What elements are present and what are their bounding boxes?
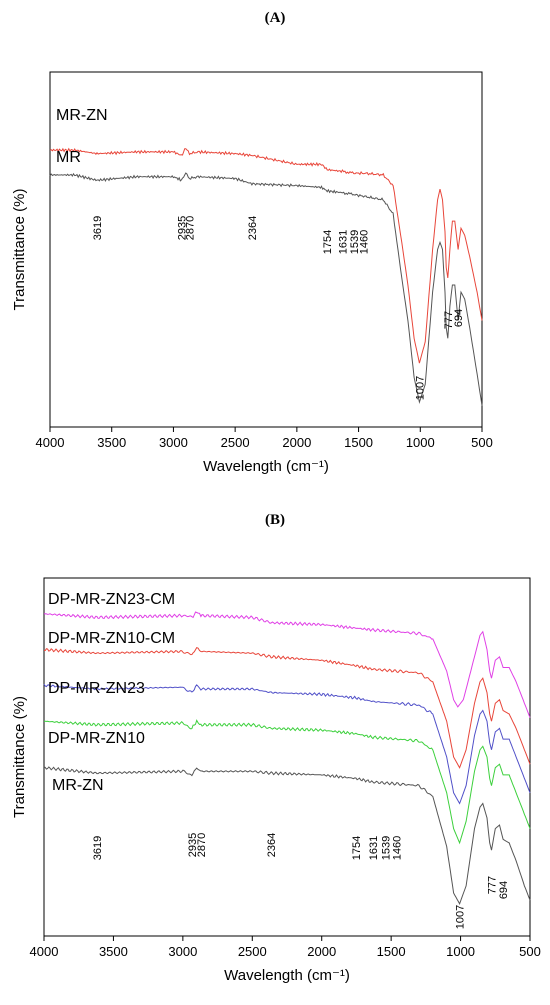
y-axis-label: Transmittance (%) — [11, 189, 28, 311]
chart-b: 4000 3500 3000 2500 2000 1500 1000 500 Wavelengt… — [11, 577, 541, 984]
series-line — [43, 766, 531, 906]
peak-annotation: 1754 — [322, 230, 334, 254]
peak-annotation: 777 — [443, 311, 455, 329]
peak-annotation: 2870 — [196, 833, 208, 857]
peak-annotation: 1539 — [349, 230, 361, 254]
panel-label-b: (B) — [265, 512, 285, 528]
peak-annotation: 1007 — [455, 905, 467, 929]
peak-annotation: 2935 — [176, 216, 188, 240]
series-line — [43, 611, 531, 718]
peak-annotation: 1539 — [381, 836, 393, 860]
peak-annotation: 1754 — [351, 836, 363, 860]
series-label: DP-MR-ZN10 — [48, 730, 145, 747]
series-label: DP-MR-ZN10-CM — [48, 630, 175, 647]
x-axis-label: Wavelength (cm⁻¹) — [203, 458, 329, 475]
x-tick-label: 4000 — [30, 944, 59, 959]
series-line — [49, 147, 483, 364]
peak-annotation: 1460 — [359, 230, 371, 254]
x-tick-label: 3500 — [97, 435, 126, 450]
peak-annotation: 2935 — [187, 833, 199, 857]
peak-annotation: 1631 — [368, 836, 380, 860]
x-tick-label: 4000 — [36, 435, 65, 450]
peak-annotation: 777 — [487, 876, 499, 894]
series-label: DP-MR-ZN23-CM — [48, 591, 175, 608]
x-tick-label: 1000 — [446, 944, 475, 959]
x-tick-label: 3000 — [159, 435, 188, 450]
x-tick-label: 2500 — [221, 435, 250, 450]
series-line — [44, 646, 531, 769]
x-tick-label: 500 — [519, 944, 541, 959]
series-label: DP-MR-ZN23 — [48, 680, 145, 697]
x-tick-label: 1500 — [377, 944, 406, 959]
y-axis-label: Transmittance (%) — [11, 696, 28, 818]
plot-frame — [49, 71, 483, 428]
series-label: MR — [56, 149, 81, 166]
series-line — [43, 719, 531, 845]
x-tick-label: 1000 — [406, 435, 435, 450]
x-tick-label: 1500 — [344, 435, 373, 450]
x-tick-label: 2000 — [307, 944, 336, 959]
series-label: MR-ZN — [52, 777, 104, 794]
peak-annotation: 1631 — [337, 230, 349, 254]
x-tick-label: 500 — [471, 435, 493, 450]
x-tick-label: 2500 — [238, 944, 267, 959]
peak-annotation: 694 — [498, 881, 510, 899]
x-tick-label: 3000 — [168, 944, 197, 959]
panel-label-a: (A) — [264, 10, 286, 26]
chart-a: 4000 3500 3000 2500 2000 1500 1000 500 Wavelengt… — [11, 71, 493, 475]
peak-annotation: 3619 — [92, 216, 104, 240]
series-line — [49, 172, 483, 406]
x-axis-label: Wavelength (cm⁻¹) — [224, 967, 350, 984]
peak-annotation: 2870 — [184, 216, 196, 240]
plot-frame — [43, 577, 531, 937]
peak-annotation: 2364 — [266, 833, 278, 857]
x-tick-label: 3500 — [99, 944, 128, 959]
series-label: MR-ZN — [56, 107, 108, 124]
x-tick-label: 2000 — [282, 435, 311, 450]
peak-annotation: 3619 — [92, 836, 104, 860]
peak-annotation: 1007 — [414, 376, 426, 400]
peak-annotation: 2364 — [247, 216, 259, 240]
peak-annotation: 694 — [453, 309, 465, 327]
peak-annotation: 1460 — [392, 836, 404, 860]
series-line — [43, 683, 531, 805]
